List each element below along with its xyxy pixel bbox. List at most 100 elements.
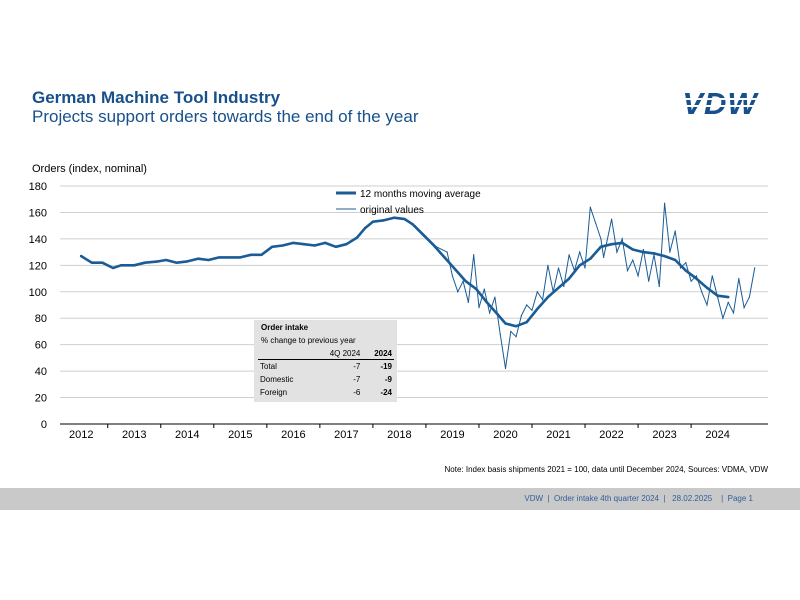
row-q-value: -7 <box>353 375 361 384</box>
moving-average-point <box>334 245 337 249</box>
moving-average-point <box>727 295 730 299</box>
x-tick-label: 2016 <box>281 429 305 441</box>
original-value-point <box>711 275 713 277</box>
y-axis-label: Orders (index, nominal) <box>32 163 147 175</box>
original-value-point <box>478 307 480 309</box>
table-row: Domestic -7 -9 <box>258 373 394 386</box>
moving-average-point <box>589 257 592 260</box>
original-value-point <box>743 307 745 309</box>
svg-text:VDW: VDW <box>682 88 759 118</box>
moving-average-point <box>411 223 414 226</box>
original-value-point <box>706 304 708 306</box>
moving-average-point <box>156 260 160 263</box>
moving-average-point <box>514 324 518 328</box>
original-value-point <box>626 270 629 272</box>
original-value-point <box>658 285 660 288</box>
original-value-point <box>542 299 544 301</box>
moving-average-point <box>464 280 467 283</box>
x-tick-label: 2013 <box>122 429 146 441</box>
moving-average-point <box>355 236 359 239</box>
row-y-value: -9 <box>384 375 392 384</box>
original-value-point <box>504 367 507 370</box>
original-value-point <box>536 291 538 293</box>
moving-average-point <box>249 253 253 256</box>
table-col-4q: 4Q 2024 <box>312 348 363 360</box>
x-tick-label: 2023 <box>652 429 676 441</box>
legend-label-moving-average: 12 months moving average <box>360 189 481 200</box>
original-value-point <box>473 254 475 256</box>
moving-average-point <box>620 241 624 245</box>
vdw-logo: VDW <box>671 88 769 118</box>
original-value-point <box>579 251 581 253</box>
original-value-point <box>563 285 565 288</box>
y-tick-label: 140 <box>29 234 47 246</box>
x-tick-label: 2022 <box>599 429 623 441</box>
moving-average-point <box>432 244 436 247</box>
original-value-point <box>648 280 650 282</box>
original-value-point <box>610 218 613 220</box>
x-tick-label: 2018 <box>387 429 411 441</box>
moving-average-point <box>610 242 613 246</box>
original-value-point <box>632 259 634 261</box>
y-tick-label: 60 <box>35 340 47 352</box>
row-y-value: -24 <box>380 388 392 397</box>
moving-average-point <box>196 257 200 260</box>
moving-average-point <box>663 254 666 258</box>
original-value-point <box>451 275 454 277</box>
x-tick-label: 2017 <box>334 429 358 441</box>
moving-average-point <box>684 269 687 272</box>
original-value-point <box>595 222 597 224</box>
original-value-point <box>488 312 491 314</box>
original-value-point <box>520 314 522 317</box>
original-value-point <box>600 238 602 240</box>
original-value-point <box>663 202 666 204</box>
original-value-point <box>722 317 724 319</box>
grid-layer <box>60 185 768 425</box>
moving-average-point <box>567 277 571 280</box>
moving-average-point <box>363 227 367 230</box>
table-row: Foreign -6 -24 <box>258 386 394 399</box>
moving-average-point <box>705 286 709 290</box>
x-tick-label: 2012 <box>69 429 93 441</box>
row-label: Domestic <box>260 375 294 384</box>
original-value-point <box>499 333 501 335</box>
table-subtitle: % change to previous year <box>261 336 356 345</box>
original-value-point <box>621 238 623 240</box>
moving-average-point <box>578 264 581 267</box>
table-header-row: 4Q 2024 2024 <box>258 348 394 360</box>
original-value-point <box>462 280 464 282</box>
x-tick-label: 2021 <box>546 429 570 441</box>
original-value-point <box>568 254 570 256</box>
y-tick-label: 160 <box>29 207 47 219</box>
x-tick-label: 2020 <box>493 429 517 441</box>
moving-average-point <box>443 256 446 259</box>
table-col-label <box>258 348 313 360</box>
moving-average-point <box>475 287 478 291</box>
moving-average-point <box>175 261 178 264</box>
moving-average-point <box>695 277 698 280</box>
row-q-value: -7 <box>353 362 361 371</box>
original-value-point <box>483 288 485 290</box>
original-value-point <box>584 267 586 269</box>
moving-average-point <box>345 242 348 246</box>
series-original-values-line <box>414 203 756 369</box>
table-title: Order intake <box>261 323 309 332</box>
y-tick-label: 80 <box>35 313 47 325</box>
original-value-point <box>690 280 692 282</box>
original-value-point <box>531 309 533 311</box>
table-col-year: 2024 <box>362 348 394 360</box>
original-value-point <box>732 312 735 314</box>
moving-average-point <box>101 261 104 264</box>
original-value-point <box>738 277 740 280</box>
x-tick-label: 2024 <box>705 429 729 441</box>
moving-average-point <box>90 261 94 264</box>
moving-average-point <box>496 313 499 316</box>
moving-average-point <box>525 320 528 324</box>
original-value-point <box>727 301 729 303</box>
row-y-value: -19 <box>380 362 392 371</box>
original-value-point <box>637 275 639 277</box>
moving-average-point <box>217 256 221 259</box>
moving-average-point <box>281 244 284 247</box>
table-row: Total -7 -19 <box>258 360 394 374</box>
legend: 12 months moving average original values <box>336 189 481 216</box>
